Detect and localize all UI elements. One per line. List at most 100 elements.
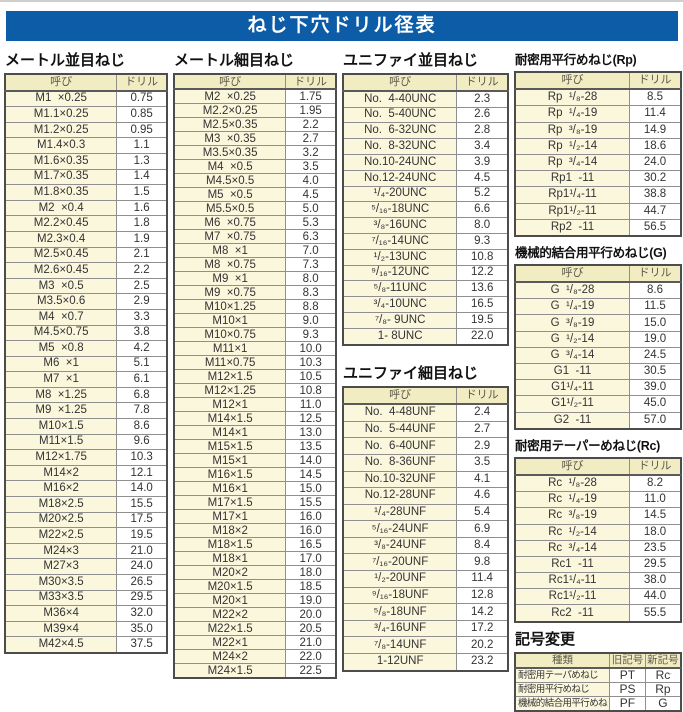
table-row: M1 ×0.25 0.75 [4,90,168,108]
drill-value-cell: 22.0 [456,327,509,346]
drill-value-cell: 4.0 [285,173,337,188]
drill-value-cell: 26.5 [116,574,168,591]
drill-value-cell: 5.1 [116,355,168,373]
drill-value-cell: 16.5 [456,296,509,313]
drill-value-cell: 0.85 [116,106,168,123]
corner-mark: -- [664,669,674,678]
table-row: M15×1 14.0 [173,453,337,468]
thread-name-cell: M2.3×0.4 [4,230,118,248]
table-row: 1- 8UNC 22.0 [342,327,509,346]
thread-name-cell: G ¹/₂-14 [514,330,631,348]
thread-name-cell: Rp1 -11 [514,170,631,188]
table-row: Rc1¹/₄-11 38.0 [514,572,682,590]
header-row: 呼び ドリル [173,73,337,90]
drill-value-cell: 18.0 [629,523,682,541]
table-row: M1.6×0.35 1.3 [4,152,168,170]
column-header: 種類 [514,652,611,669]
drill-value-cell: 14.2 [456,603,509,621]
header-row: 呼び ドリル [514,264,682,284]
table-row: G ¹/₄-19 11.5 [514,298,682,316]
thread-name-cell: M2 ×0.25 [173,88,287,104]
drill-value-cell: 15.0 [285,481,337,496]
table-row: M18×2 16.0 [173,523,337,538]
thread-name-cell: No.12-28UNF [342,487,458,505]
thread-name-cell: M4.5×0.5 [173,173,287,188]
table-row: M16×1 15.0 [173,481,337,496]
thread-name-cell: M3.5×0.6 [4,293,118,310]
column-header: ドリル [629,457,682,476]
drill-value-cell: 5.3 [285,215,337,230]
drill-value-cell: 6.8 [116,386,168,404]
drill-value-cell: 10.3 [116,449,168,466]
drill-value-cell: 21.0 [285,635,337,650]
thread-name-cell: G ³/₄-14 [514,346,631,365]
table-row: M24×1.5 22.5 [173,663,337,679]
thread-name-cell: M24×3 [4,542,118,560]
table-row: Rc ³/₈-19 14.5 [514,507,682,525]
thread-name-cell: M4 ×0.7 [4,308,118,326]
drill-value-cell: 9.8 [456,553,509,572]
drill-value-cell: 15.5 [116,496,168,513]
thread-name-cell: M3 ×0.35 [173,131,287,146]
drill-value-cell: 20.5 [285,621,337,636]
thread-name-cell: M6 ×0.75 [173,215,287,230]
drill-value-cell: 2.7 [285,131,337,146]
table-row: M36×4 32.0 [4,605,168,622]
table-row: M2 ×0.4 1.6 [4,199,168,217]
drill-value-cell: 5.2 [456,185,509,203]
table-row: M8 ×0.75 7.3 [173,257,337,272]
thread-name-cell: M1 ×0.25 [4,90,118,108]
table-row: ⁷/₈-14UNF 20.2 [342,636,509,655]
drill-value-cell: 11.0 [629,491,682,509]
column-header: 新記号 [644,652,682,669]
drill-value-cell: 14.9 [629,121,682,139]
table-row: Rp ¹/₈-28 8.5 [514,88,682,107]
header-row: 呼び ドリル [4,73,168,92]
drill-value-cell: 14.5 [285,467,337,482]
drill-value-cell: 7.3 [285,257,337,272]
drill-value-cell: 37.5 [116,636,168,654]
table-row: G1 -11 30.5 [514,362,682,381]
drill-value-cell: 2.2 [285,117,337,132]
thread-name-cell: ⁵/₁₆-24UNF [342,520,458,538]
drill-value-cell: 5.4 [456,503,509,522]
thread-name-cell: M22×2.5 [4,527,118,544]
table-row: M11×0.75 10.3 [173,355,337,370]
drill-value-cell: 3.5 [285,159,337,174]
drill-value-cell: 1.8 [116,215,168,232]
table-row: Rp ¹/₄-19 11.4 [514,105,682,123]
table-row: ⁷/₁₆-20UNF 9.8 [342,553,509,572]
thread-name-cell: No. 6-32UNC [342,122,458,140]
thread-name-cell: M17×1.5 [173,495,287,510]
table-row: No. 4-48UNF 2.4 [342,403,509,422]
thread-name-cell: M16×1 [173,481,287,496]
table-row: M3.5×0.35 3.2 [173,145,337,160]
drill-value-cell: 10.3 [285,355,337,370]
table-row: Rp ³/₄-14 24.0 [514,153,682,172]
drill-value-cell: 2.8 [456,122,509,140]
drill-value-cell: 18.6 [629,137,682,155]
table-row: M10×1.5 8.6 [4,418,168,435]
column-header: 呼び [514,264,631,284]
thread-name-cell: M39×4 [4,620,118,638]
thread-name-cell: Rc ¹/₈-28 [514,474,631,493]
drill-value-cell: 19.0 [285,593,337,608]
table-row: M7 ×0.75 6.3 [173,229,337,244]
drill-value-cell: 10.8 [285,383,337,398]
thread-name-cell: ⁷/₈-14UNF [342,636,458,655]
thread-name-cell: ¹/₄-20UNC [342,185,458,203]
column-header: ドリル [629,71,682,91]
thread-name-cell: M18×1 [173,551,287,566]
drill-value-cell: 23.2 [456,653,509,672]
thread-name-cell: ⁷/₈- 9UNC [342,311,458,329]
drill-value-cell: PS [609,681,646,697]
drill-value-cell: 30.5 [629,362,682,381]
table-row: G1¹/₂-11 45.0 [514,395,682,413]
table-row: M10×1.25 8.8 [173,299,337,314]
thread-name-cell: Rc ³/₈-19 [514,507,631,525]
table-row: M20×2.5 17.5 [4,511,168,529]
table-row: M4 ×0.5 3.5 [173,159,337,174]
thread-name-cell: M20×2.5 [4,511,118,529]
thread-name-cell: Rp ¹/₄-19 [514,105,631,123]
drill-value-cell: 24.0 [116,558,168,575]
